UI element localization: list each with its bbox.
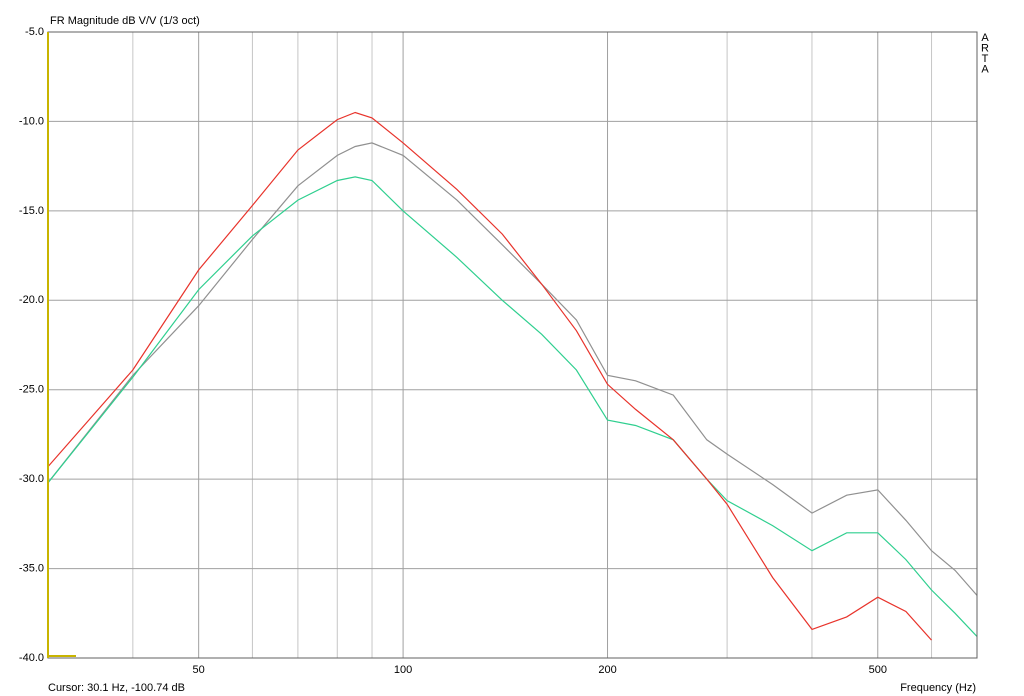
series-line — [48, 142, 977, 596]
y-tick-label: -5.0 — [25, 26, 44, 38]
plot-lines — [48, 111, 977, 641]
x-tick-label: 200 — [598, 664, 616, 676]
y-tick-label: -35.0 — [19, 562, 44, 574]
y-tick-label: -30.0 — [19, 473, 44, 485]
y-tick-label: -15.0 — [19, 205, 44, 217]
series-line — [48, 176, 977, 637]
x-tick-label: 50 — [193, 664, 205, 676]
y-tick-label: -40.0 — [19, 652, 44, 664]
x-tick-label: 100 — [394, 664, 412, 676]
grid — [48, 31, 977, 659]
series-line — [48, 111, 932, 641]
cursor-readout: Cursor: 30.1 Hz, -100.74 dB — [48, 682, 185, 694]
y-tick-label: -20.0 — [19, 294, 44, 306]
chart-title: FR Magnitude dB V/V (1/3 oct) — [50, 15, 200, 27]
y-tick-label: -10.0 — [19, 115, 44, 127]
x-tick-label: 500 — [869, 664, 887, 676]
y-tick-label: -25.0 — [19, 384, 44, 396]
x-axis-label: Frequency (Hz) — [900, 682, 976, 694]
